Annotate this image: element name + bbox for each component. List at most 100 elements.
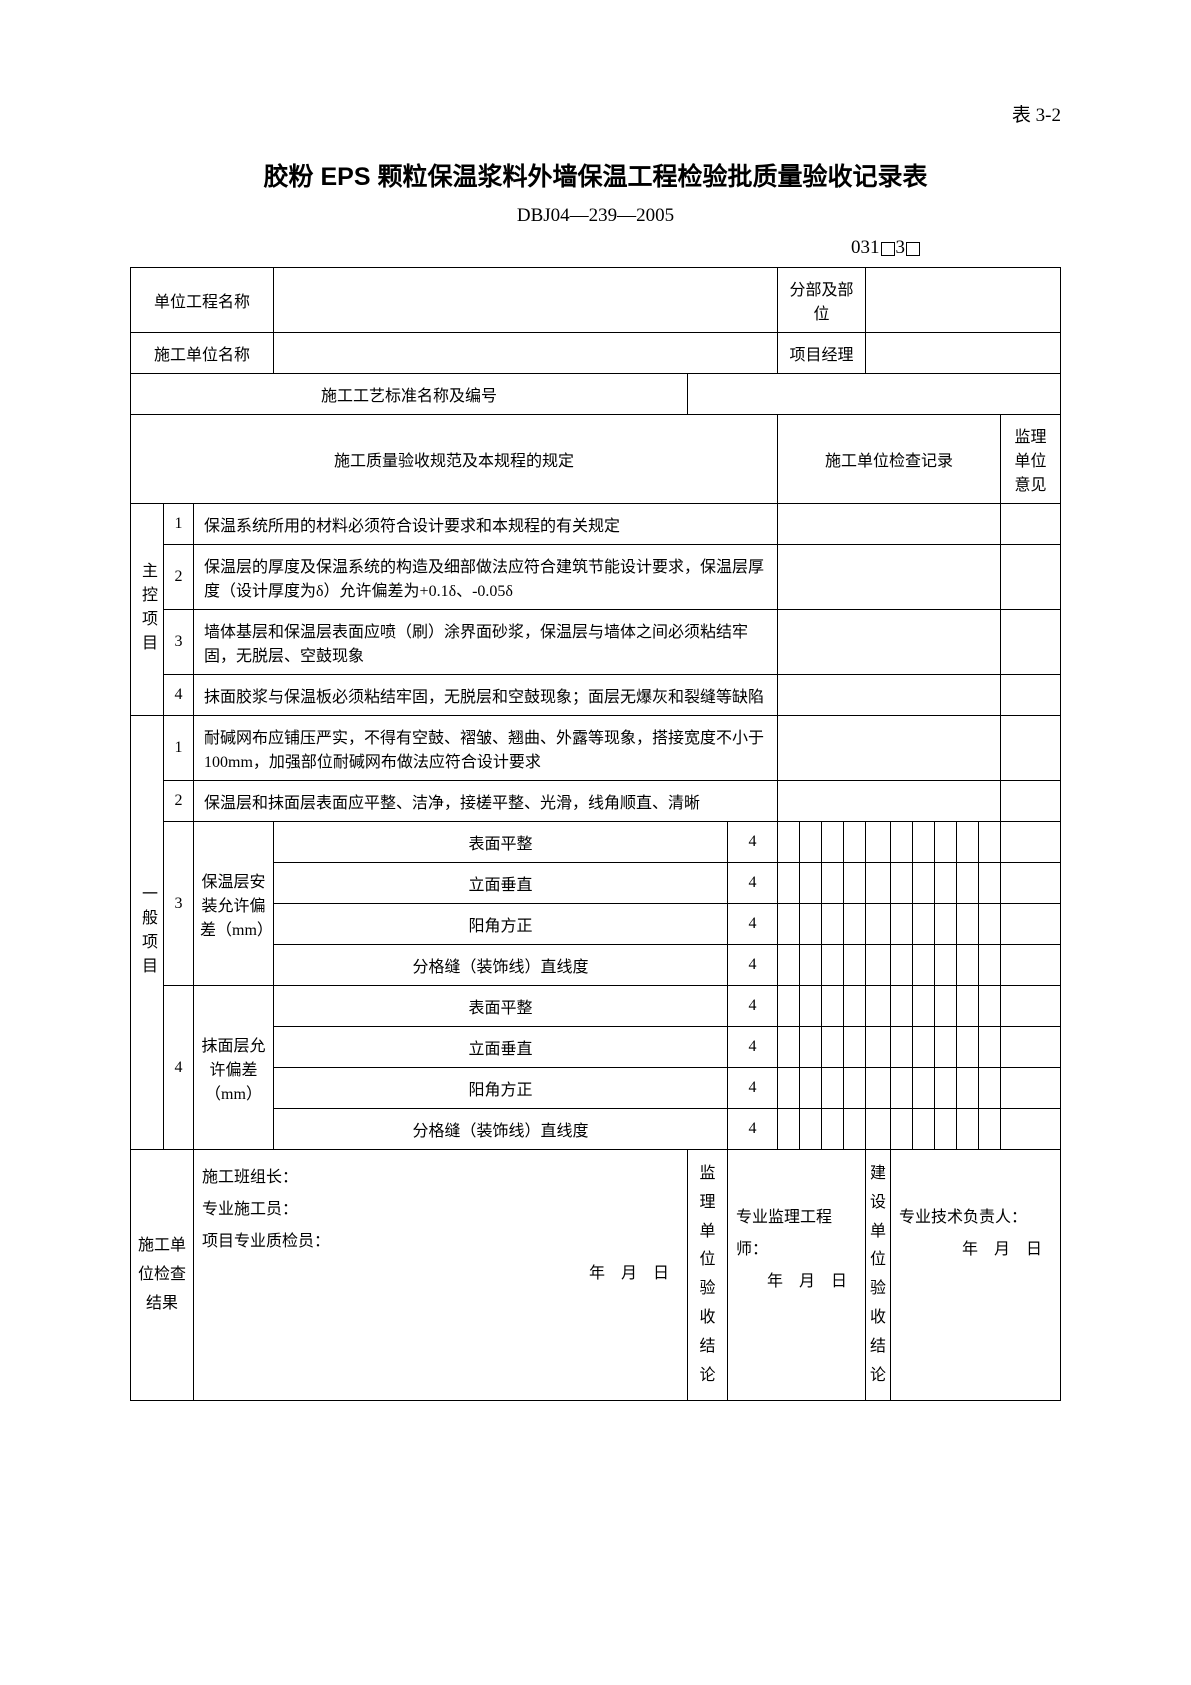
code-box-2 xyxy=(906,242,920,256)
check-cell xyxy=(799,1068,821,1109)
check-cell xyxy=(777,986,799,1027)
dev-row-val: 4 xyxy=(727,945,777,986)
table-row: 施工工艺标准名称及编号 xyxy=(131,374,1061,415)
table-row: 4 抹面层允许偏差（mm） 表面平整 4 xyxy=(131,986,1061,1027)
check-cell xyxy=(891,822,913,863)
check-cell xyxy=(799,904,821,945)
check-cell xyxy=(777,675,1000,716)
check-cell xyxy=(957,1027,979,1068)
check-cell xyxy=(843,863,865,904)
item-text: 保温系统所用的材料必须符合设计要求和本规程的有关规定 xyxy=(194,504,778,545)
check-cell xyxy=(957,945,979,986)
check-cell xyxy=(777,716,1000,781)
opinion-cell xyxy=(1001,610,1061,675)
check-cell xyxy=(891,1068,913,1109)
check-cell xyxy=(891,945,913,986)
opinion-cell xyxy=(1001,986,1061,1027)
check-cell xyxy=(777,904,799,945)
check-cell xyxy=(843,904,865,945)
check-cell xyxy=(935,904,957,945)
opinion-cell xyxy=(1001,545,1061,610)
qc-label: 项目专业质检员： xyxy=(202,1226,679,1258)
dev-row-name: 分格缝（装饰线）直线度 xyxy=(274,1109,728,1150)
check-cell xyxy=(979,1027,1001,1068)
code-box-1 xyxy=(881,242,895,256)
pm-label: 项目经理 xyxy=(777,333,865,374)
opinion-cell xyxy=(1001,1068,1061,1109)
check-cell xyxy=(913,904,935,945)
item-text: 墙体基层和保温层表面应喷（刷）涂界面砂浆，保温层与墙体之间必须粘结牢固，无脱层、… xyxy=(194,610,778,675)
check-cell xyxy=(957,986,979,1027)
date-label: 年 月 日 xyxy=(736,1266,857,1298)
check-cell xyxy=(821,1109,843,1150)
item-number: 1 xyxy=(164,504,194,545)
check-cell xyxy=(865,945,890,986)
date-label: 年 月 日 xyxy=(899,1234,1052,1266)
item-text: 保温层的厚度及保温系统的构造及细部做法应符合建筑节能设计要求，保温层厚度（设计厚… xyxy=(194,545,778,610)
dev-row-val: 4 xyxy=(727,1027,777,1068)
check-cell xyxy=(979,822,1001,863)
opinion-cell xyxy=(1001,1027,1061,1068)
dev-row-name: 表面平整 xyxy=(274,986,728,1027)
table-row: 2 保温层的厚度及保温系统的构造及细部做法应符合建筑节能设计要求，保温层厚度（设… xyxy=(131,545,1061,610)
item-number: 3 xyxy=(164,610,194,675)
check-cell xyxy=(979,945,1001,986)
dev-row-val: 4 xyxy=(727,822,777,863)
dev-row-val: 4 xyxy=(727,863,777,904)
check-cell xyxy=(799,945,821,986)
construction-signature-block: 施工班组长： 专业施工员： 项目专业质检员： 年 月 日 xyxy=(194,1150,688,1401)
check-cell xyxy=(935,986,957,1027)
item-number: 4 xyxy=(164,675,194,716)
opinion-cell xyxy=(1001,945,1061,986)
table-row: 4 抹面胶浆与保温板必须粘结牢固，无脱层和空鼓现象；面层无爆灰和裂缝等缺陷 xyxy=(131,675,1061,716)
process-std-value xyxy=(687,374,1060,415)
check-cell xyxy=(865,1068,890,1109)
code-prefix: 031 xyxy=(851,237,880,258)
opinion-cell xyxy=(1001,504,1061,545)
check-cell xyxy=(957,863,979,904)
check-cell xyxy=(821,904,843,945)
check-cell xyxy=(957,1109,979,1150)
check-cell xyxy=(777,1068,799,1109)
dev-row-val: 4 xyxy=(727,1068,777,1109)
check-cell xyxy=(935,863,957,904)
check-cell xyxy=(957,1068,979,1109)
dev-group-label: 保温层安装允许偏差（mm） xyxy=(194,822,274,986)
spec-label: 施工质量验收规范及本规程的规定 xyxy=(131,415,778,504)
item-number: 2 xyxy=(164,781,194,822)
check-cell xyxy=(777,545,1000,610)
table-row: 单位工程名称 分部及部位 xyxy=(131,268,1061,333)
form-code: 0313 xyxy=(130,237,1061,259)
check-cell xyxy=(821,1068,843,1109)
check-cell xyxy=(799,863,821,904)
check-cell xyxy=(891,1109,913,1150)
check-cell xyxy=(865,822,890,863)
check-cell xyxy=(821,1027,843,1068)
unit-project-value xyxy=(274,268,778,333)
check-cell xyxy=(843,822,865,863)
table-row: 主控项目 1 保温系统所用的材料必须符合设计要求和本规程的有关规定 xyxy=(131,504,1061,545)
check-cell xyxy=(865,1109,890,1150)
supervisor-signature-block: 专业监理工程师： 年 月 日 xyxy=(727,1150,865,1401)
check-cell xyxy=(957,822,979,863)
check-cell xyxy=(821,822,843,863)
team-leader-label: 施工班组长： xyxy=(202,1162,679,1194)
dev-row-name: 阳角方正 xyxy=(274,904,728,945)
check-cell xyxy=(843,1109,865,1150)
dev-row-name: 分格缝（装饰线）直线度 xyxy=(274,945,728,986)
owner-conclusion-label: 建设单位验收结论 xyxy=(865,1150,890,1401)
specialist-label: 专业施工员： xyxy=(202,1194,679,1226)
item-number: 4 xyxy=(164,986,194,1150)
table-row: 3 墙体基层和保温层表面应喷（刷）涂界面砂浆，保温层与墙体之间必须粘结牢固，无脱… xyxy=(131,610,1061,675)
subsection-value xyxy=(865,268,1060,333)
subsection-label: 分部及部位 xyxy=(777,268,865,333)
check-cell xyxy=(843,945,865,986)
check-cell xyxy=(979,904,1001,945)
table-row: 一般项目 1 耐碱网布应铺压严实，不得有空鼓、褶皱、翘曲、外露等现象，搭接宽度不… xyxy=(131,716,1061,781)
check-cell xyxy=(843,1068,865,1109)
check-cell xyxy=(799,1027,821,1068)
check-cell xyxy=(821,863,843,904)
check-cell xyxy=(799,986,821,1027)
item-text: 保温层和抹面层表面应平整、洁净，接槎平整、光滑，线角顺直、清晰 xyxy=(194,781,778,822)
check-cell xyxy=(799,822,821,863)
